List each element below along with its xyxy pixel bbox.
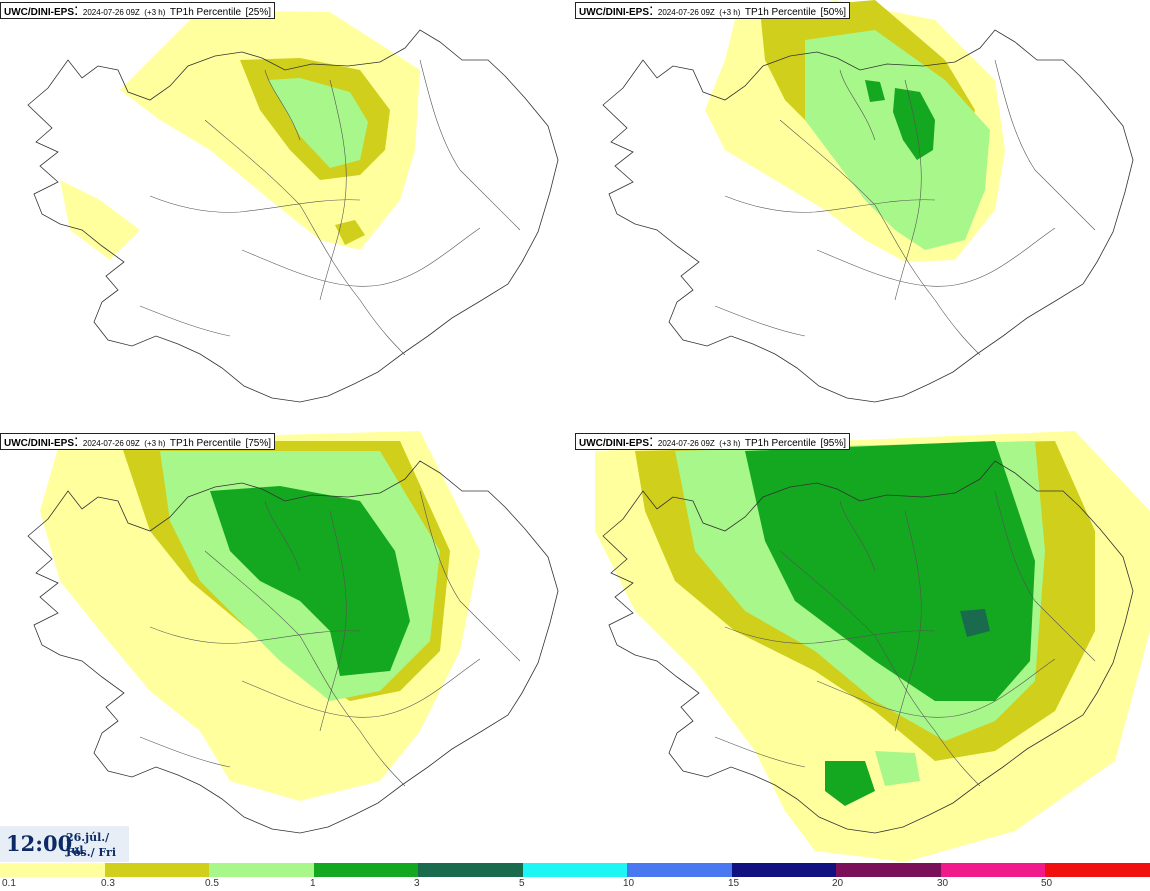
legend-tick-label: 20 [832, 878, 844, 889]
percentile-label: [25%] [245, 7, 272, 18]
legend-swatch [836, 863, 941, 877]
panel-title: UWC/DINI-EPS: 2024-07-26 09Z (+3 h) TP1h… [575, 2, 851, 19]
panel-title: UWC/DINI-EPS: 2024-07-26 09Z (+3 h) TP1h… [575, 433, 851, 450]
parameter-label: TP1h Percentile [169, 7, 242, 18]
precip-map-p95 [595, 431, 1150, 862]
legend-swatch [313, 863, 419, 877]
parameter-label: TP1h Percentile [744, 438, 817, 449]
valid-weekday: Fös./ Fri [66, 846, 117, 859]
legend-tick-label: 15 [728, 878, 740, 889]
run-time: 2024-07-26 09Z [657, 8, 715, 17]
legend-tick-label: 3 [414, 878, 420, 889]
map-panel-p95: UWC/DINI-EPS: 2024-07-26 09Z (+3 h) TP1h… [575, 431, 1150, 862]
legend-swatch [209, 863, 314, 877]
model-name: UWC/DINI-EPS [579, 7, 649, 18]
precip-map-p75 [27, 431, 559, 834]
legend-tick-label: 10 [623, 878, 635, 889]
precip-map-p50 [602, 0, 1134, 403]
percentile-label: [95%] [820, 438, 847, 449]
forecast-step: (+3 h) [719, 439, 741, 448]
legend-color-bar [0, 863, 1150, 877]
parameter-label: TP1h Percentile [744, 7, 817, 18]
panel-title: UWC/DINI-EPS: 2024-07-26 09Z (+3 h) TP1h… [0, 2, 276, 19]
forecast-step: (+3 h) [144, 8, 166, 17]
legend-swatch [522, 863, 628, 877]
legend-tick-label: 1 [310, 878, 316, 889]
valid-date: 26.júl./ Jul [66, 831, 110, 857]
legend-tick-label: 0.1 [2, 878, 16, 889]
precip-map-p25 [27, 10, 559, 403]
legend-swatch [731, 863, 837, 877]
model-name: UWC/DINI-EPS [4, 438, 74, 449]
legend-labels: 0.1 0.3 0.5 1 3 5 10 15 20 30 50 [0, 877, 1150, 891]
run-time: 2024-07-26 09Z [657, 439, 715, 448]
valid-time-box: 12:00 26.júl./ Jul Fös./ Fri [0, 826, 129, 862]
run-time: 2024-07-26 09Z [82, 439, 140, 448]
percentile-label: [75%] [245, 438, 272, 449]
legend-tick-label: 5 [519, 878, 525, 889]
legend-swatch [940, 863, 1046, 877]
legend-swatch [418, 863, 523, 877]
forecast-step: (+3 h) [719, 8, 741, 17]
legend-swatch [104, 863, 210, 877]
map-panel-p50: UWC/DINI-EPS: 2024-07-26 09Z (+3 h) TP1h… [575, 0, 1150, 431]
valid-time: 12:00 [6, 831, 73, 856]
legend-tick-label: 30 [937, 878, 949, 889]
legend-swatch [0, 863, 105, 877]
percentile-label: [50%] [820, 7, 847, 18]
model-name: UWC/DINI-EPS [4, 7, 74, 18]
forecast-step: (+3 h) [144, 439, 166, 448]
panel-title: UWC/DINI-EPS: 2024-07-26 09Z (+3 h) TP1h… [0, 433, 276, 450]
run-time: 2024-07-26 09Z [82, 8, 140, 17]
legend-tick-label: 0.5 [205, 878, 219, 889]
parameter-label: TP1h Percentile [169, 438, 242, 449]
legend-swatch [1045, 863, 1150, 877]
map-panel-p75: UWC/DINI-EPS: 2024-07-26 09Z (+3 h) TP1h… [0, 431, 575, 862]
model-name: UWC/DINI-EPS [579, 438, 649, 449]
legend-tick-label: 50 [1041, 878, 1053, 889]
legend-tick-label: 0.3 [101, 878, 115, 889]
map-panel-p25: UWC/DINI-EPS: 2024-07-26 09Z (+3 h) TP1h… [0, 0, 575, 431]
legend-swatch [627, 863, 732, 877]
